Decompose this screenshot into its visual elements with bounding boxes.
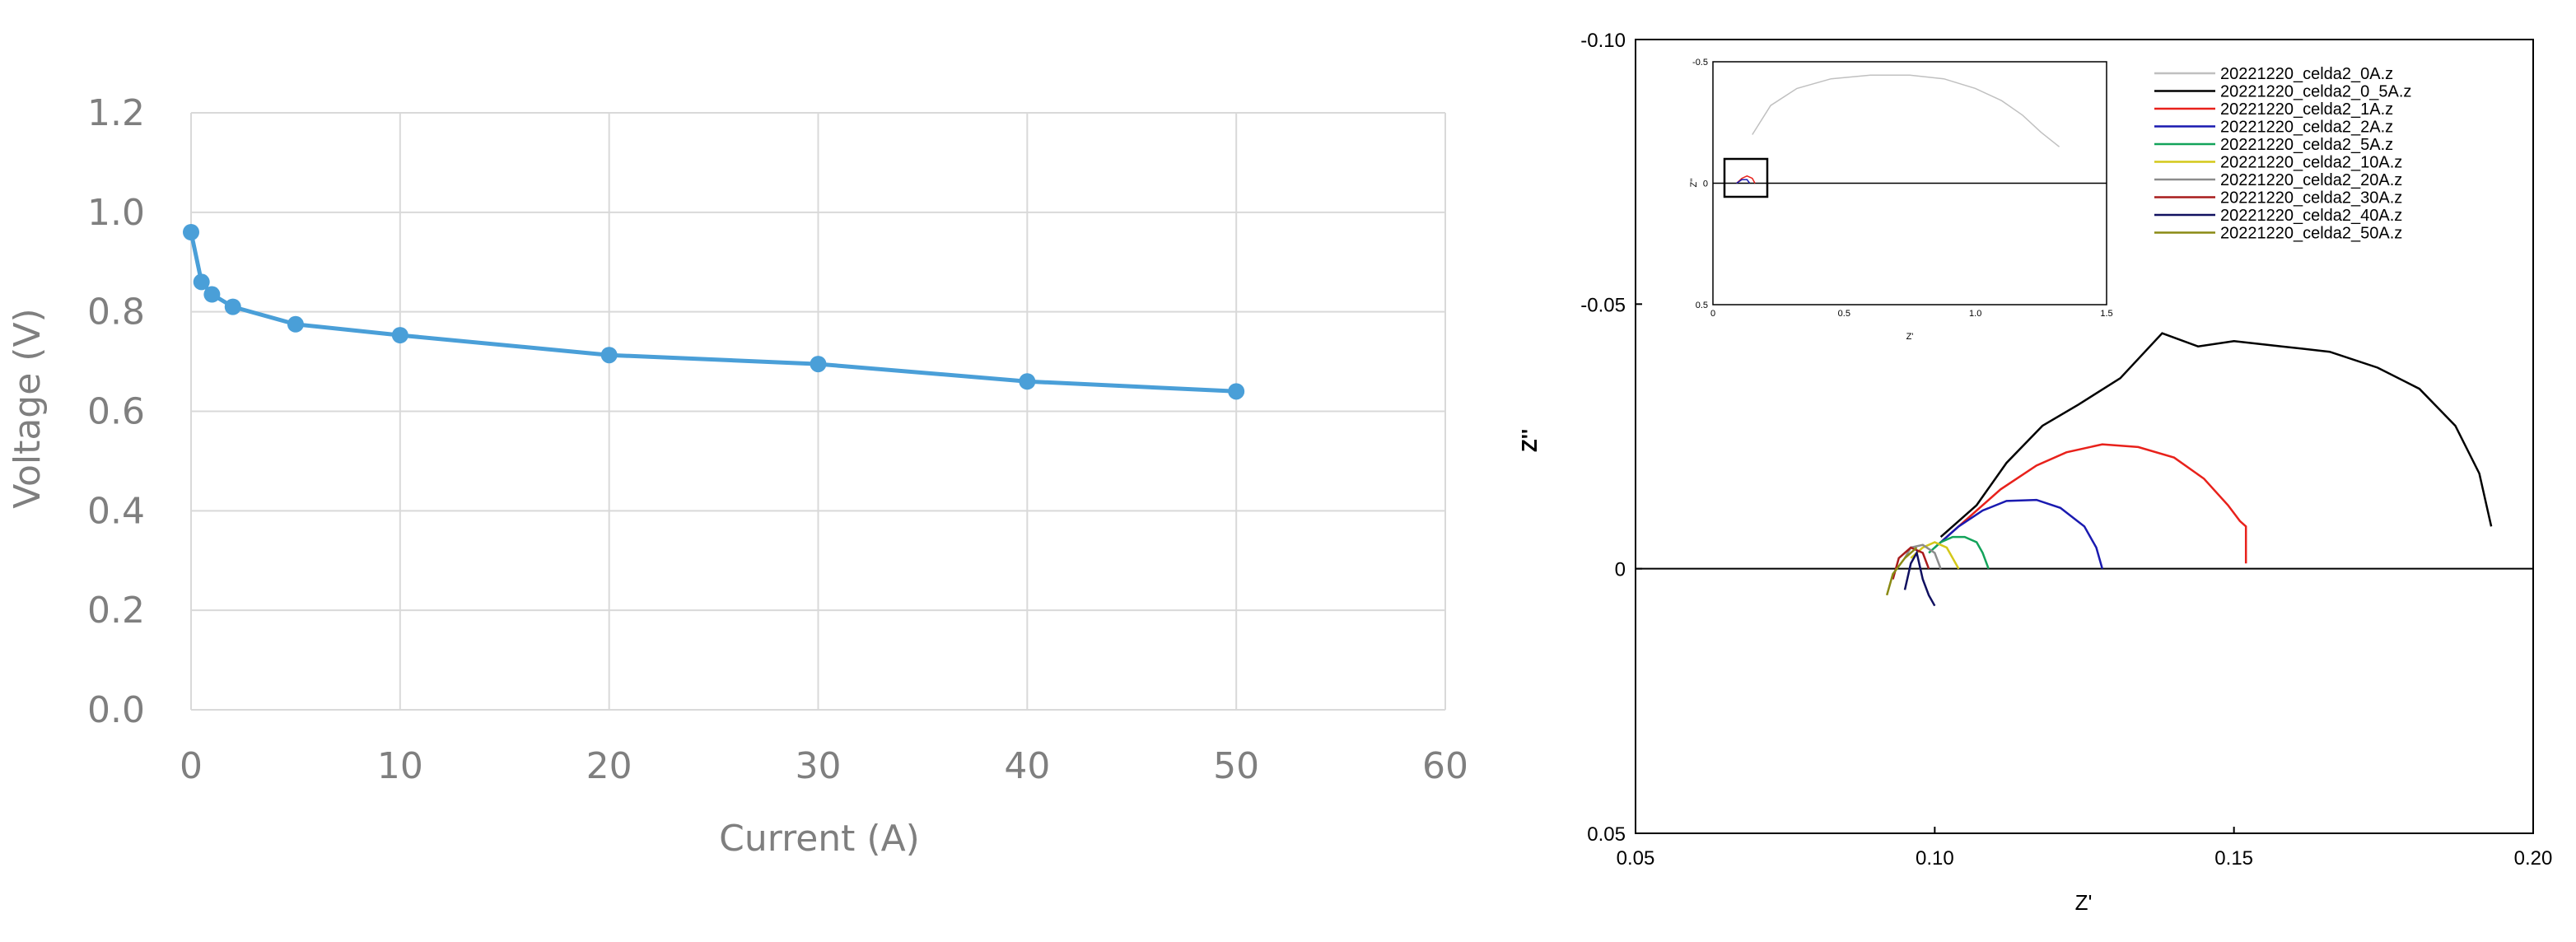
x-tick-label: 0.15 <box>2214 847 2253 870</box>
inset-y-axis-label: Z'' <box>1689 179 1699 188</box>
data-point <box>193 273 210 291</box>
inset-zoom-box <box>1723 157 1769 198</box>
nyquist-plot-frame <box>1635 39 2534 834</box>
y-tick-label: 0.05 <box>1587 823 1626 846</box>
polarization-x-axis-label: Current (A) <box>719 818 920 860</box>
inset-x-tick-label: 1.5 <box>2100 309 2112 319</box>
y-tick-label: 0.4 <box>87 490 145 532</box>
nyquist-series-line <box>1939 332 2493 539</box>
y-tick-label: -0.05 <box>1580 294 1626 316</box>
inset-series-line <box>1736 179 1751 184</box>
x-tick-label: 10 <box>377 745 423 787</box>
y-tick-label: 1.2 <box>87 92 145 134</box>
data-point <box>1228 383 1245 400</box>
polarization-gridlines <box>190 112 1446 711</box>
legend-entry: 20221220_celda2_50A.z <box>2220 225 2402 243</box>
polarization-chart: 0.0 0.2 0.4 0.6 0.8 1.0 1.2 0 10 20 30 40 50 60 Volt… <box>7 92 1468 860</box>
data-point <box>1019 373 1036 390</box>
x-tick-label: 50 <box>1213 745 1259 787</box>
x-tick-label: 40 <box>1004 745 1050 787</box>
legend-entry: 20221220_celda2_30A.z <box>2220 189 2402 208</box>
nyquist-series-line <box>1928 535 1990 570</box>
data-point <box>600 347 618 364</box>
x-tick-label: 60 <box>1422 745 1468 787</box>
x-tick-label: 0.20 <box>2514 847 2553 870</box>
polarization-x-tick-labels: 0 10 20 30 40 50 60 <box>180 745 1468 787</box>
inset-x-tick-label: 1.0 <box>1969 309 1981 319</box>
inset-tick-labels: 0 0.5 1.0 1.5-0.500.5 <box>1692 58 2113 319</box>
y-tick-label: 0 <box>1615 559 1626 581</box>
y-tick-label: 1.0 <box>87 192 145 234</box>
nyquist-series-line <box>1885 547 1918 596</box>
legend-entry: 20221220_celda2_1A.z <box>2220 100 2393 119</box>
polarization-points <box>183 224 1245 400</box>
inset-series-line <box>1752 74 2060 147</box>
nyquist-legend: 20221220_celda2_0A.z20221220_celda2_0_5A… <box>2154 65 2411 243</box>
nyquist-series-line <box>1903 543 1942 570</box>
nyquist-series-line <box>1939 443 2247 564</box>
legend-entry: 20221220_celda2_0_5A.z <box>2220 83 2411 101</box>
inset-x-axis-label: Z' <box>1906 332 1914 342</box>
data-point <box>183 224 199 240</box>
nyquist-x-axis-label: Z' <box>2075 890 2093 915</box>
nyquist-series-line <box>1934 498 2104 570</box>
inset-x-tick-label: 0.5 <box>1838 309 1850 319</box>
x-tick-label: 0.10 <box>1916 847 1954 870</box>
y-tick-label: 0.6 <box>87 391 145 433</box>
data-point <box>224 298 241 315</box>
inset-y-tick-label: -0.5 <box>1692 58 1708 68</box>
nyquist-series <box>1885 332 2493 607</box>
nyquist-series-line <box>1903 549 1936 607</box>
inset-y-tick-label: 0 <box>1703 180 1708 189</box>
inset-y-tick-label: 0.5 <box>1696 301 1708 310</box>
legend-entry: 20221220_celda2_40A.z <box>2220 207 2402 225</box>
y-tick-label: 0.0 <box>87 689 145 731</box>
y-tick-label: 0.8 <box>87 291 145 333</box>
x-tick-label: 30 <box>796 745 842 787</box>
x-tick-label: 20 <box>586 745 632 787</box>
x-tick-label: 0.05 <box>1617 847 1655 870</box>
nyquist-x-tick-labels: 0.05 0.10 0.15 0.20 <box>1617 847 2553 870</box>
polarization-y-axis-label: Voltage (V) <box>7 308 49 508</box>
legend-entry: 20221220_celda2_5A.z <box>2220 136 2393 154</box>
legend-entry: 20221220_celda2_2A.z <box>2220 119 2393 137</box>
nyquist-series-line <box>1892 546 1930 580</box>
legend-entry: 20221220_celda2_10A.z <box>2220 154 2402 172</box>
nyquist-tick-marks <box>1635 39 2534 834</box>
inset-series <box>1736 74 2060 184</box>
inset-x-tick-label: 0 <box>1710 309 1715 319</box>
inset-series-line <box>1736 175 1756 184</box>
legend-entry: 20221220_celda2_0A.z <box>2220 65 2393 83</box>
data-point <box>810 356 827 373</box>
y-tick-label: 0.2 <box>87 590 145 632</box>
x-tick-label: 0 <box>180 745 203 787</box>
data-point <box>287 315 304 333</box>
nyquist-series-line <box>1910 541 1960 570</box>
nyquist-inset: 0 0.5 1.0 1.5-0.500.5 Z' Z'' <box>1689 58 2113 342</box>
nyquist-y-axis-label: Z'' <box>1517 429 1542 452</box>
data-point <box>203 286 221 303</box>
legend-entry: 20221220_celda2_20A.z <box>2220 171 2402 189</box>
y-tick-label: -0.10 <box>1580 30 1626 52</box>
nyquist-y-tick-labels: -0.10 -0.05 0 0.05 <box>1580 30 1626 846</box>
polarization-y-tick-labels: 0.0 0.2 0.4 0.6 0.8 1.0 1.2 <box>87 92 145 731</box>
data-point <box>391 327 408 344</box>
